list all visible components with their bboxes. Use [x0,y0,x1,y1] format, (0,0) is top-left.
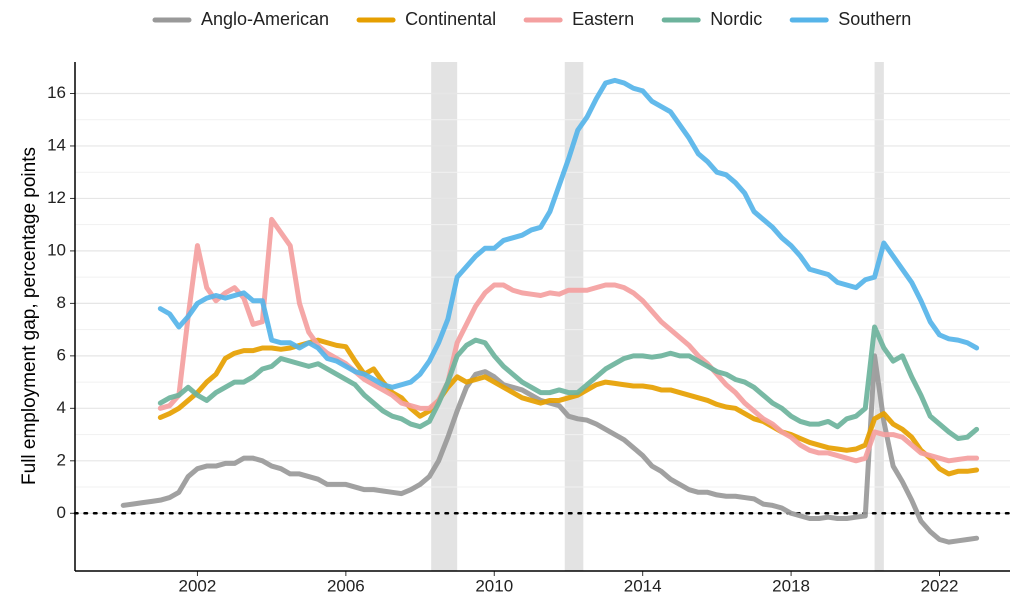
series-line [120,353,980,545]
x-tick-label: 2002 [179,576,217,595]
series-line [157,77,980,390]
y-tick-label: 12 [47,188,66,207]
legend-label: Southern [838,9,911,29]
y-tick-label: 0 [57,503,66,522]
x-tick-label: 2010 [475,576,513,595]
y-tick-label: 14 [47,135,66,154]
legend-label: Eastern [572,9,634,29]
legend-label: Anglo-American [201,9,329,29]
y-tick-label: 2 [57,450,66,469]
series-line [157,216,980,464]
y-axis-title: Full employment gap, percentage points [19,147,40,485]
x-tick-label: 2014 [624,576,662,595]
recession-band [874,62,884,571]
x-tick-label: 2022 [921,576,959,595]
y-tick-label: 4 [57,398,66,417]
legend: Anglo-American Continental Eastern Nordic So… [152,9,911,29]
recession-band [564,62,584,571]
x-tick-label: 2018 [772,576,810,595]
series-line [157,324,980,441]
legend-label: Continental [405,9,496,29]
recession-band [431,62,458,571]
y-tick-label: 8 [57,293,66,312]
y-tick-label: 16 [47,83,66,102]
x-tick-label: 2006 [327,576,365,595]
y-tick-label: 10 [47,240,66,259]
legend-label: Nordic [710,9,762,29]
y-tick-label: 6 [57,345,66,364]
